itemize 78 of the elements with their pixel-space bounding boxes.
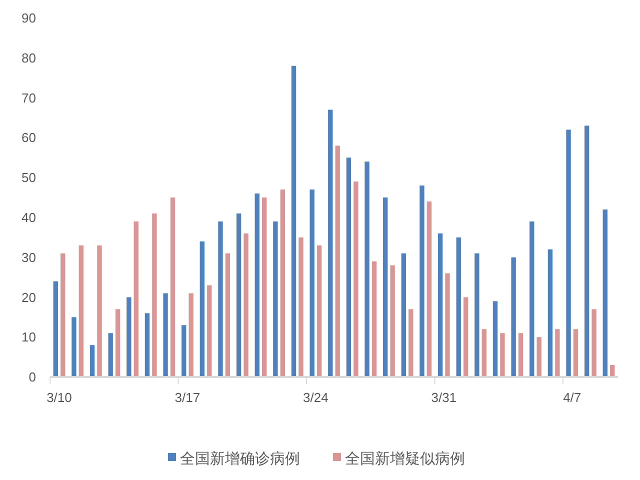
bar	[592, 309, 596, 377]
bar	[555, 329, 560, 377]
legend-label: 全国新增确诊病例	[180, 450, 300, 468]
bar	[445, 273, 450, 377]
bar	[364, 162, 370, 377]
bar	[456, 237, 461, 377]
bar	[115, 309, 120, 377]
bar	[108, 333, 113, 377]
x-tick-label: 4/7	[563, 390, 582, 405]
bar	[382, 198, 388, 377]
bar	[401, 253, 406, 377]
bar	[225, 253, 230, 377]
bar	[518, 333, 524, 377]
bar	[170, 198, 176, 377]
bar	[152, 213, 157, 377]
bar	[584, 126, 590, 377]
bar	[200, 241, 205, 377]
bar	[291, 66, 296, 377]
bar	[163, 293, 168, 377]
legend-label: 全国新增疑似病例	[345, 450, 465, 468]
bar	[566, 130, 571, 377]
bar	[188, 293, 194, 377]
bar	[316, 245, 322, 377]
bar	[97, 245, 102, 377]
bar	[244, 233, 248, 377]
bar	[511, 257, 516, 377]
bar	[207, 285, 212, 377]
x-tick-label: 3/31	[431, 390, 457, 405]
bar	[354, 182, 358, 377]
bar	[420, 186, 424, 377]
bar	[426, 201, 432, 377]
bar	[492, 301, 498, 377]
x-tick-label: 3/24	[303, 390, 328, 405]
bar	[280, 190, 286, 377]
bar	[262, 198, 267, 377]
bar	[273, 221, 278, 377]
x-tick-label: 3/10	[46, 390, 72, 405]
bar	[548, 249, 553, 377]
y-tick-label: 20	[22, 290, 36, 305]
bar	[573, 329, 578, 377]
bar	[530, 221, 534, 377]
bar	[474, 253, 480, 377]
y-tick-label: 0	[28, 370, 36, 385]
bar	[60, 253, 66, 377]
bar	[78, 245, 84, 377]
y-tick-label: 30	[22, 250, 36, 265]
bar	[500, 333, 505, 377]
bar	[144, 313, 150, 377]
bar	[328, 110, 333, 377]
bar	[72, 317, 76, 377]
bar	[482, 329, 486, 377]
y-tick-label: 10	[22, 330, 36, 345]
bar	[346, 158, 352, 377]
bar	[408, 309, 414, 377]
bar	[218, 221, 223, 377]
y-tick-label: 80	[22, 50, 36, 66]
bar	[236, 213, 242, 377]
bar	[53, 281, 58, 377]
bar	[602, 209, 608, 377]
x-tick-label: 3/17	[174, 390, 200, 405]
bar	[390, 265, 395, 377]
bar	[182, 325, 186, 377]
y-tick-label: 90	[22, 10, 36, 26]
bar	[90, 345, 95, 377]
bar	[463, 297, 468, 377]
y-tick-label: 60	[22, 130, 36, 146]
bar	[126, 297, 132, 377]
bar	[134, 221, 138, 377]
y-tick-label: 70	[22, 90, 36, 106]
bar	[372, 261, 377, 377]
bar	[536, 337, 542, 377]
y-tick-label: 50	[22, 170, 36, 186]
bar	[310, 190, 314, 377]
bar	[298, 237, 304, 377]
bar	[335, 146, 340, 377]
bar	[438, 233, 443, 377]
y-tick-label: 40	[22, 210, 36, 225]
bar	[254, 194, 260, 377]
